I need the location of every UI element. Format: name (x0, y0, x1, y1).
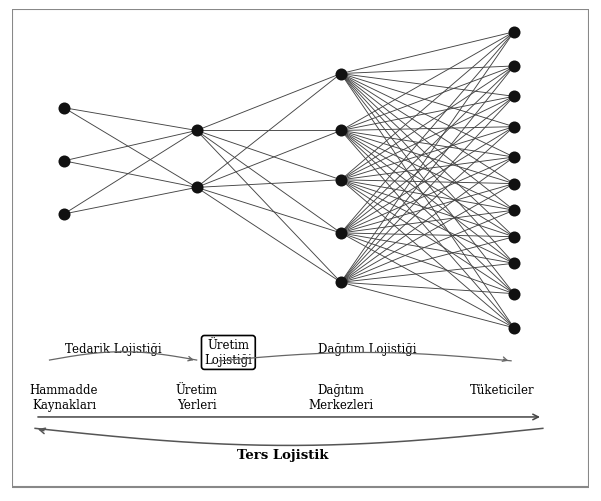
Point (509, 29, 519, 37)
FancyBboxPatch shape (12, 10, 589, 487)
Point (59, 105, 69, 113)
Point (192, 184, 201, 192)
Text: Üretim
Lojistiği: Üretim Lojistiği (204, 339, 252, 367)
Point (59, 157, 69, 165)
Point (336, 71, 346, 79)
Point (336, 229, 346, 237)
Point (509, 207, 519, 215)
Point (509, 154, 519, 162)
Text: Dağıtım
Merkezleri: Dağıtım Merkezleri (308, 383, 373, 411)
Text: Tüketiciler: Tüketiciler (470, 383, 535, 396)
Point (509, 93, 519, 101)
Point (509, 324, 519, 332)
Point (336, 176, 346, 184)
Point (509, 260, 519, 268)
Point (336, 127, 346, 135)
Point (509, 290, 519, 298)
Point (192, 127, 201, 135)
Text: Hammadde
Kaynakları: Hammadde Kaynakları (29, 383, 98, 411)
Point (336, 279, 346, 287)
Text: Üretim
Yerleri: Üretim Yerleri (175, 383, 218, 411)
Text: Tedarik Lojistiği: Tedarik Lojistiği (65, 343, 161, 355)
Point (509, 233, 519, 241)
Point (509, 63, 519, 71)
Text: Dağıtım Lojistiği: Dağıtım Lojistiği (317, 343, 416, 355)
Point (59, 210, 69, 218)
Point (509, 123, 519, 131)
Text: Ters Lojistik: Ters Lojistik (237, 448, 329, 461)
Point (509, 180, 519, 188)
